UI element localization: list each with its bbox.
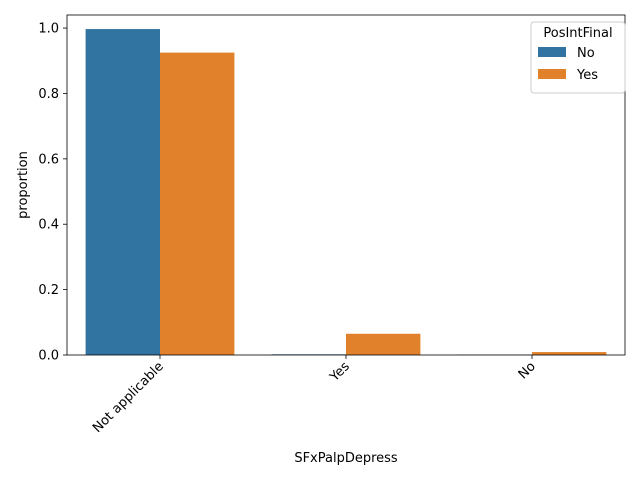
y-tick-label: 0.2 — [38, 283, 59, 298]
bar-yes-yes — [346, 333, 421, 355]
plot-frame — [66, 14, 626, 356]
bar-not-applicable-yes — [160, 52, 235, 355]
y-tick-label: 0.4 — [38, 218, 59, 233]
y-tick-label: 0.0 — [38, 349, 59, 364]
y-tick-label: 1.0 — [38, 22, 59, 37]
legend-title: PosIntFinal — [543, 26, 612, 41]
x-tick-label: No — [516, 359, 539, 382]
legend-swatch-yes — [538, 69, 566, 79]
y-axis-ticks: 0.0 0.2 0.4 0.6 0.8 1.0 — [38, 22, 67, 364]
y-tick-label: 0.8 — [38, 87, 59, 102]
x-axis-ticks: Not applicable Yes No — [90, 355, 539, 436]
x-tick-label: Not applicable — [90, 359, 167, 436]
x-axis-label: SFxPalpDepress — [294, 451, 398, 466]
legend-label-yes: Yes — [576, 68, 598, 83]
legend-swatch-no — [538, 47, 566, 57]
y-axis-label: proportion — [16, 151, 31, 219]
bar-not-applicable-no — [85, 29, 160, 356]
x-tick-label: Yes — [327, 359, 353, 385]
bars-layer — [85, 29, 607, 356]
legend-label-no: No — [577, 46, 595, 61]
y-tick-label: 0.6 — [38, 152, 59, 167]
bar-no-yes — [532, 352, 607, 355]
legend: PosIntFinal No Yes — [530, 21, 626, 94]
